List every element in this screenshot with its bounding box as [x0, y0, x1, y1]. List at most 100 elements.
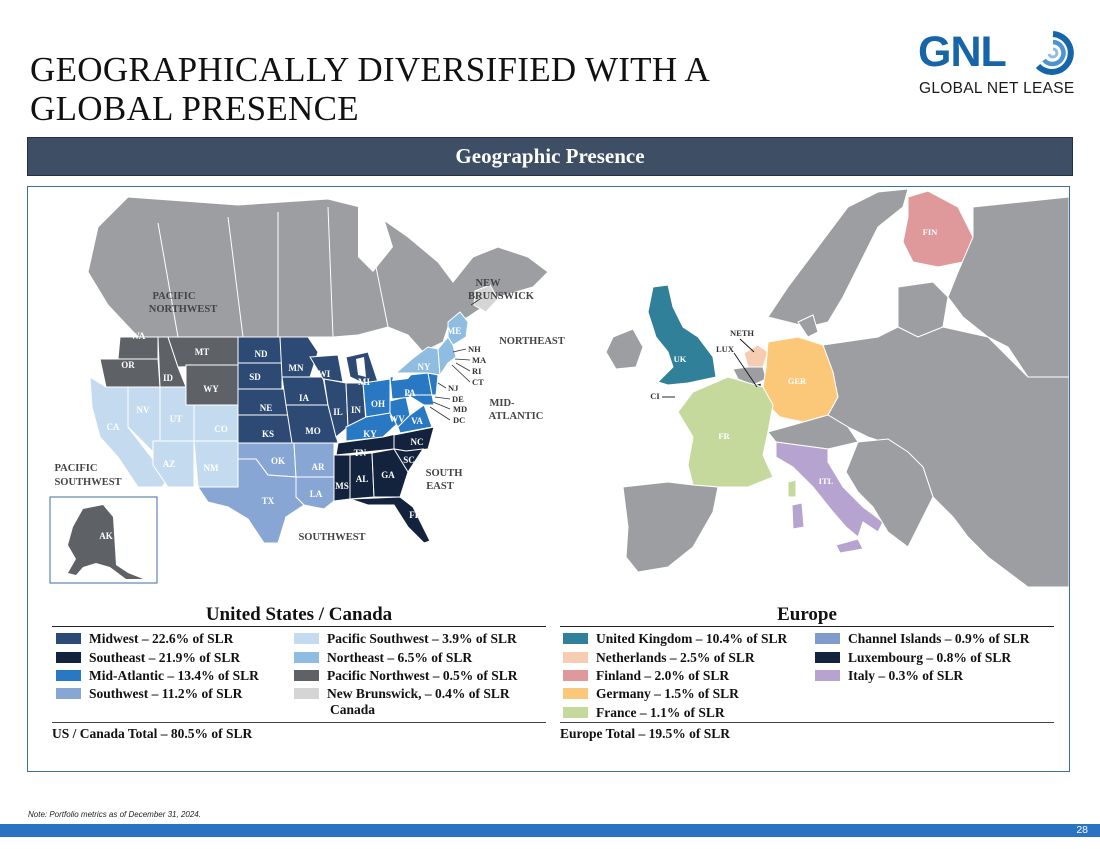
map-label-nm: NM: [204, 463, 219, 473]
us-canada-map: [49, 196, 549, 584]
finland: [902, 190, 974, 268]
map-label-al: AL: [356, 474, 369, 484]
map-label-tx: TX: [262, 496, 275, 506]
region-label-south-east-1: SOUTH: [426, 468, 463, 479]
map-label-sc: SC: [403, 455, 415, 465]
legend-label-uk: United Kingdom – 10.4% of SLR: [596, 631, 788, 646]
swatch-italy: [815, 670, 840, 681]
map-label-wv: WV: [389, 414, 405, 424]
footnote: Note: Portfolio metrics as of December 3…: [28, 810, 201, 819]
map-label-itl: ITL: [819, 476, 834, 486]
state-me: [447, 311, 469, 346]
iberia: [622, 481, 719, 573]
us-total-rule: [52, 722, 546, 723]
map-label-il: IL: [333, 407, 343, 417]
map-label-la: LA: [310, 489, 323, 499]
map-label-de: DE: [452, 394, 464, 404]
map-label-nd: ND: [255, 349, 268, 359]
legend-label-finland: Finland – 2.0% of SLR: [596, 668, 730, 683]
map-label-nj: NJ: [448, 383, 459, 393]
legend-item-pacific-northwest: Pacific Northwest – 0.5% of SLR: [294, 668, 517, 684]
united-kingdom: [647, 284, 717, 386]
map-label-in: IN: [351, 405, 362, 415]
swatch-germany: [563, 688, 588, 699]
swatch-new-brunswick: [294, 688, 319, 699]
europe-total-rule: [560, 722, 1054, 723]
legend-label-netherlands: Netherlands – 2.5% of SLR: [596, 650, 755, 665]
legend-label-france: France – 1.1% of SLR: [596, 705, 725, 720]
legend-item-finland: Finland – 2.0% of SLR: [563, 668, 729, 684]
map-label-ak: AK: [99, 531, 113, 541]
swatch-netherlands: [563, 652, 588, 663]
legend-item-pacific-southwest: Pacific Southwest – 3.9% of SLR: [294, 631, 517, 647]
map-label-fin: FIN: [923, 227, 939, 237]
map-label-ms: MS: [335, 481, 349, 491]
netherlands: [743, 344, 769, 368]
legend-label-pacific-northwest: Pacific Northwest – 0.5% of SLR: [327, 668, 518, 683]
map-label-me: ME: [447, 326, 462, 336]
map-label-ok: OK: [271, 456, 285, 466]
corsica: [787, 479, 797, 498]
map-label-co: CO: [214, 424, 228, 434]
legend-item-netherlands: Netherlands – 2.5% of SLR: [563, 650, 755, 666]
swatch-uk: [563, 633, 588, 644]
map-label-sd: SD: [249, 372, 261, 382]
swatch-finland: [563, 670, 588, 681]
page-title: GEOGRAPHICALLY DIVERSIFIED WITH A GLOBAL …: [30, 50, 790, 128]
swatch-southeast: [56, 652, 81, 663]
state-tx: [197, 458, 305, 544]
swatch-channel-islands: [815, 633, 840, 644]
logo-swirl-icon: [1035, 31, 1074, 75]
region-label-pacific-southwest-2: SOUTHWEST: [54, 477, 121, 488]
page-number: 28: [1076, 824, 1088, 836]
map-label-md: MD: [453, 404, 467, 414]
map-label-ut: UT: [170, 414, 183, 424]
map-label-ger: GER: [788, 376, 807, 386]
gnl-logo: GNL GLOBAL NET LEASE: [918, 28, 1078, 102]
legend-label-new-brunswick-canada: Canada: [330, 702, 376, 717]
europe-legend-heading: Europe: [777, 604, 837, 625]
state-az: [152, 440, 195, 488]
map-label-mi: MI: [358, 377, 370, 387]
map-label-ga: GA: [381, 470, 395, 480]
map-label-id: ID: [163, 373, 174, 383]
map-label-ny: NY: [418, 362, 431, 372]
legend-item-france: France – 1.1% of SLR: [563, 705, 725, 721]
legend-label-italy: Italy – 0.3% of SLR: [848, 668, 964, 683]
geographic-presence-panel: WA OR ID MT WY ND SD NE KS MN IA MO WI I…: [27, 186, 1070, 772]
canada-hudson-bay: [358, 199, 393, 272]
map-label-az: AZ: [163, 459, 176, 469]
region-label-mid-atlantic-1: MID-: [489, 398, 515, 409]
swatch-pacific-southwest: [294, 633, 319, 644]
region-label-northeast: NORTHEAST: [499, 336, 565, 347]
map-label-wa: WA: [131, 331, 146, 341]
map-label-wi: WI: [318, 369, 331, 379]
map-label-ma: MA: [472, 355, 487, 365]
norway-sweden: [767, 188, 909, 328]
legend-item-uk: United Kingdom – 10.4% of SLR: [563, 631, 787, 647]
map-label-ri: RI: [472, 366, 482, 376]
region-label-pacific-northwest-1: PACIFIC: [153, 291, 196, 302]
state-md: [406, 394, 435, 406]
legend-label-northeast: Northeast – 6.5% of SLR: [327, 650, 473, 665]
map-label-neth: NETH: [730, 328, 754, 338]
us-legend-rule: [52, 626, 546, 627]
state-va: [397, 404, 433, 434]
region-label-new-brunswick-1: NEW: [475, 278, 501, 289]
legend-item-midwest: Midwest – 22.6% of SLR: [56, 631, 233, 647]
title-line-1: GEOGRAPHICALLY DIVERSIFIED WITH A: [30, 50, 711, 89]
region-label-pacific-northwest-2: NORTHWEST: [149, 304, 217, 315]
swatch-midwest: [56, 633, 81, 644]
region-label-new-brunswick-2: BRUNSWICK: [468, 291, 535, 302]
map-label-dc: DC: [453, 415, 465, 425]
map-label-nv: NV: [137, 405, 150, 415]
legend-item-southwest: Southwest – 11.2% of SLR: [56, 686, 242, 702]
swatch-mid-atlantic: [56, 670, 81, 681]
legend-label-mid-atlantic: Mid-Atlantic – 13.4% of SLR: [89, 668, 259, 683]
legend-label-pacific-southwest: Pacific Southwest – 3.9% of SLR: [327, 631, 517, 646]
section-banner: Geographic Presence: [27, 137, 1073, 176]
sardinia: [791, 502, 805, 530]
denmark: [797, 314, 819, 338]
map-label-ks: KS: [262, 429, 274, 439]
map-label-ia: IA: [299, 393, 310, 403]
